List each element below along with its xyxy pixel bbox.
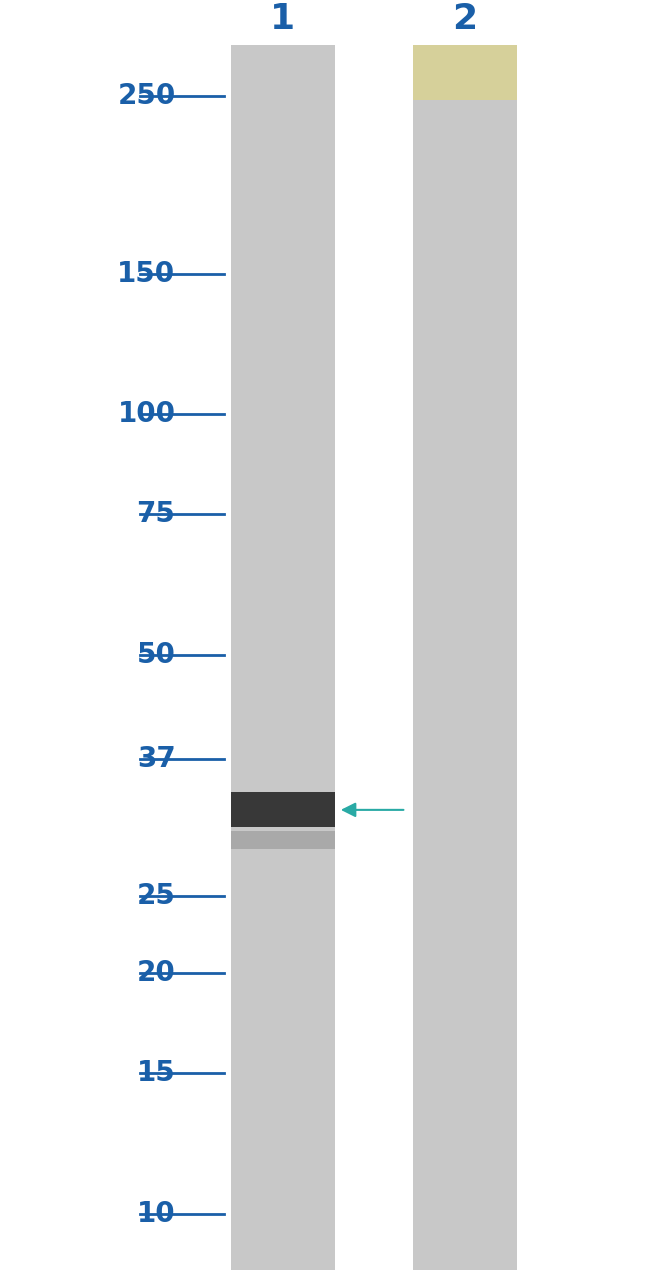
- Bar: [231, 831, 335, 848]
- Text: 250: 250: [117, 83, 176, 110]
- Text: 100: 100: [118, 400, 176, 428]
- Text: 15: 15: [136, 1059, 176, 1087]
- Text: 25: 25: [136, 881, 176, 909]
- Text: 150: 150: [118, 259, 176, 288]
- Text: 75: 75: [136, 500, 176, 528]
- Text: 2: 2: [452, 1, 477, 36]
- Bar: [413, 100, 517, 1270]
- Bar: [231, 44, 335, 1270]
- Bar: [413, 44, 517, 100]
- Bar: [231, 792, 335, 828]
- Text: 10: 10: [137, 1200, 176, 1228]
- Text: 1: 1: [270, 1, 295, 36]
- Text: 20: 20: [136, 959, 176, 987]
- Text: 37: 37: [136, 745, 176, 773]
- Text: 50: 50: [136, 641, 176, 669]
